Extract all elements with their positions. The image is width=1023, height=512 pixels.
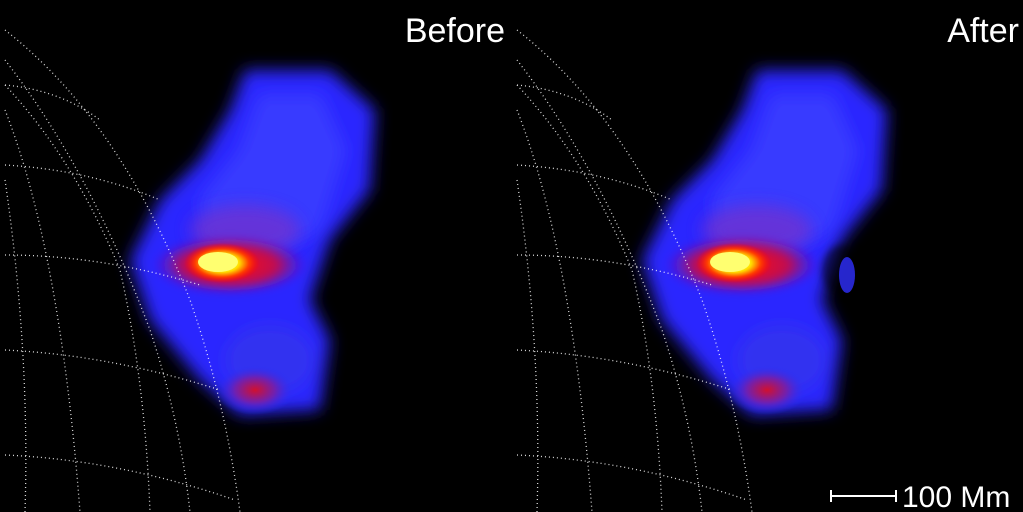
scale-bar-label: 100 Mm [902,481,1010,512]
panel-label: After [947,12,1019,50]
image-pair: Before After 100 Mm [0,0,1023,512]
page: Before After 100 Mm (() => { const data … [0,0,1023,512]
panel-label: Before [405,12,505,50]
